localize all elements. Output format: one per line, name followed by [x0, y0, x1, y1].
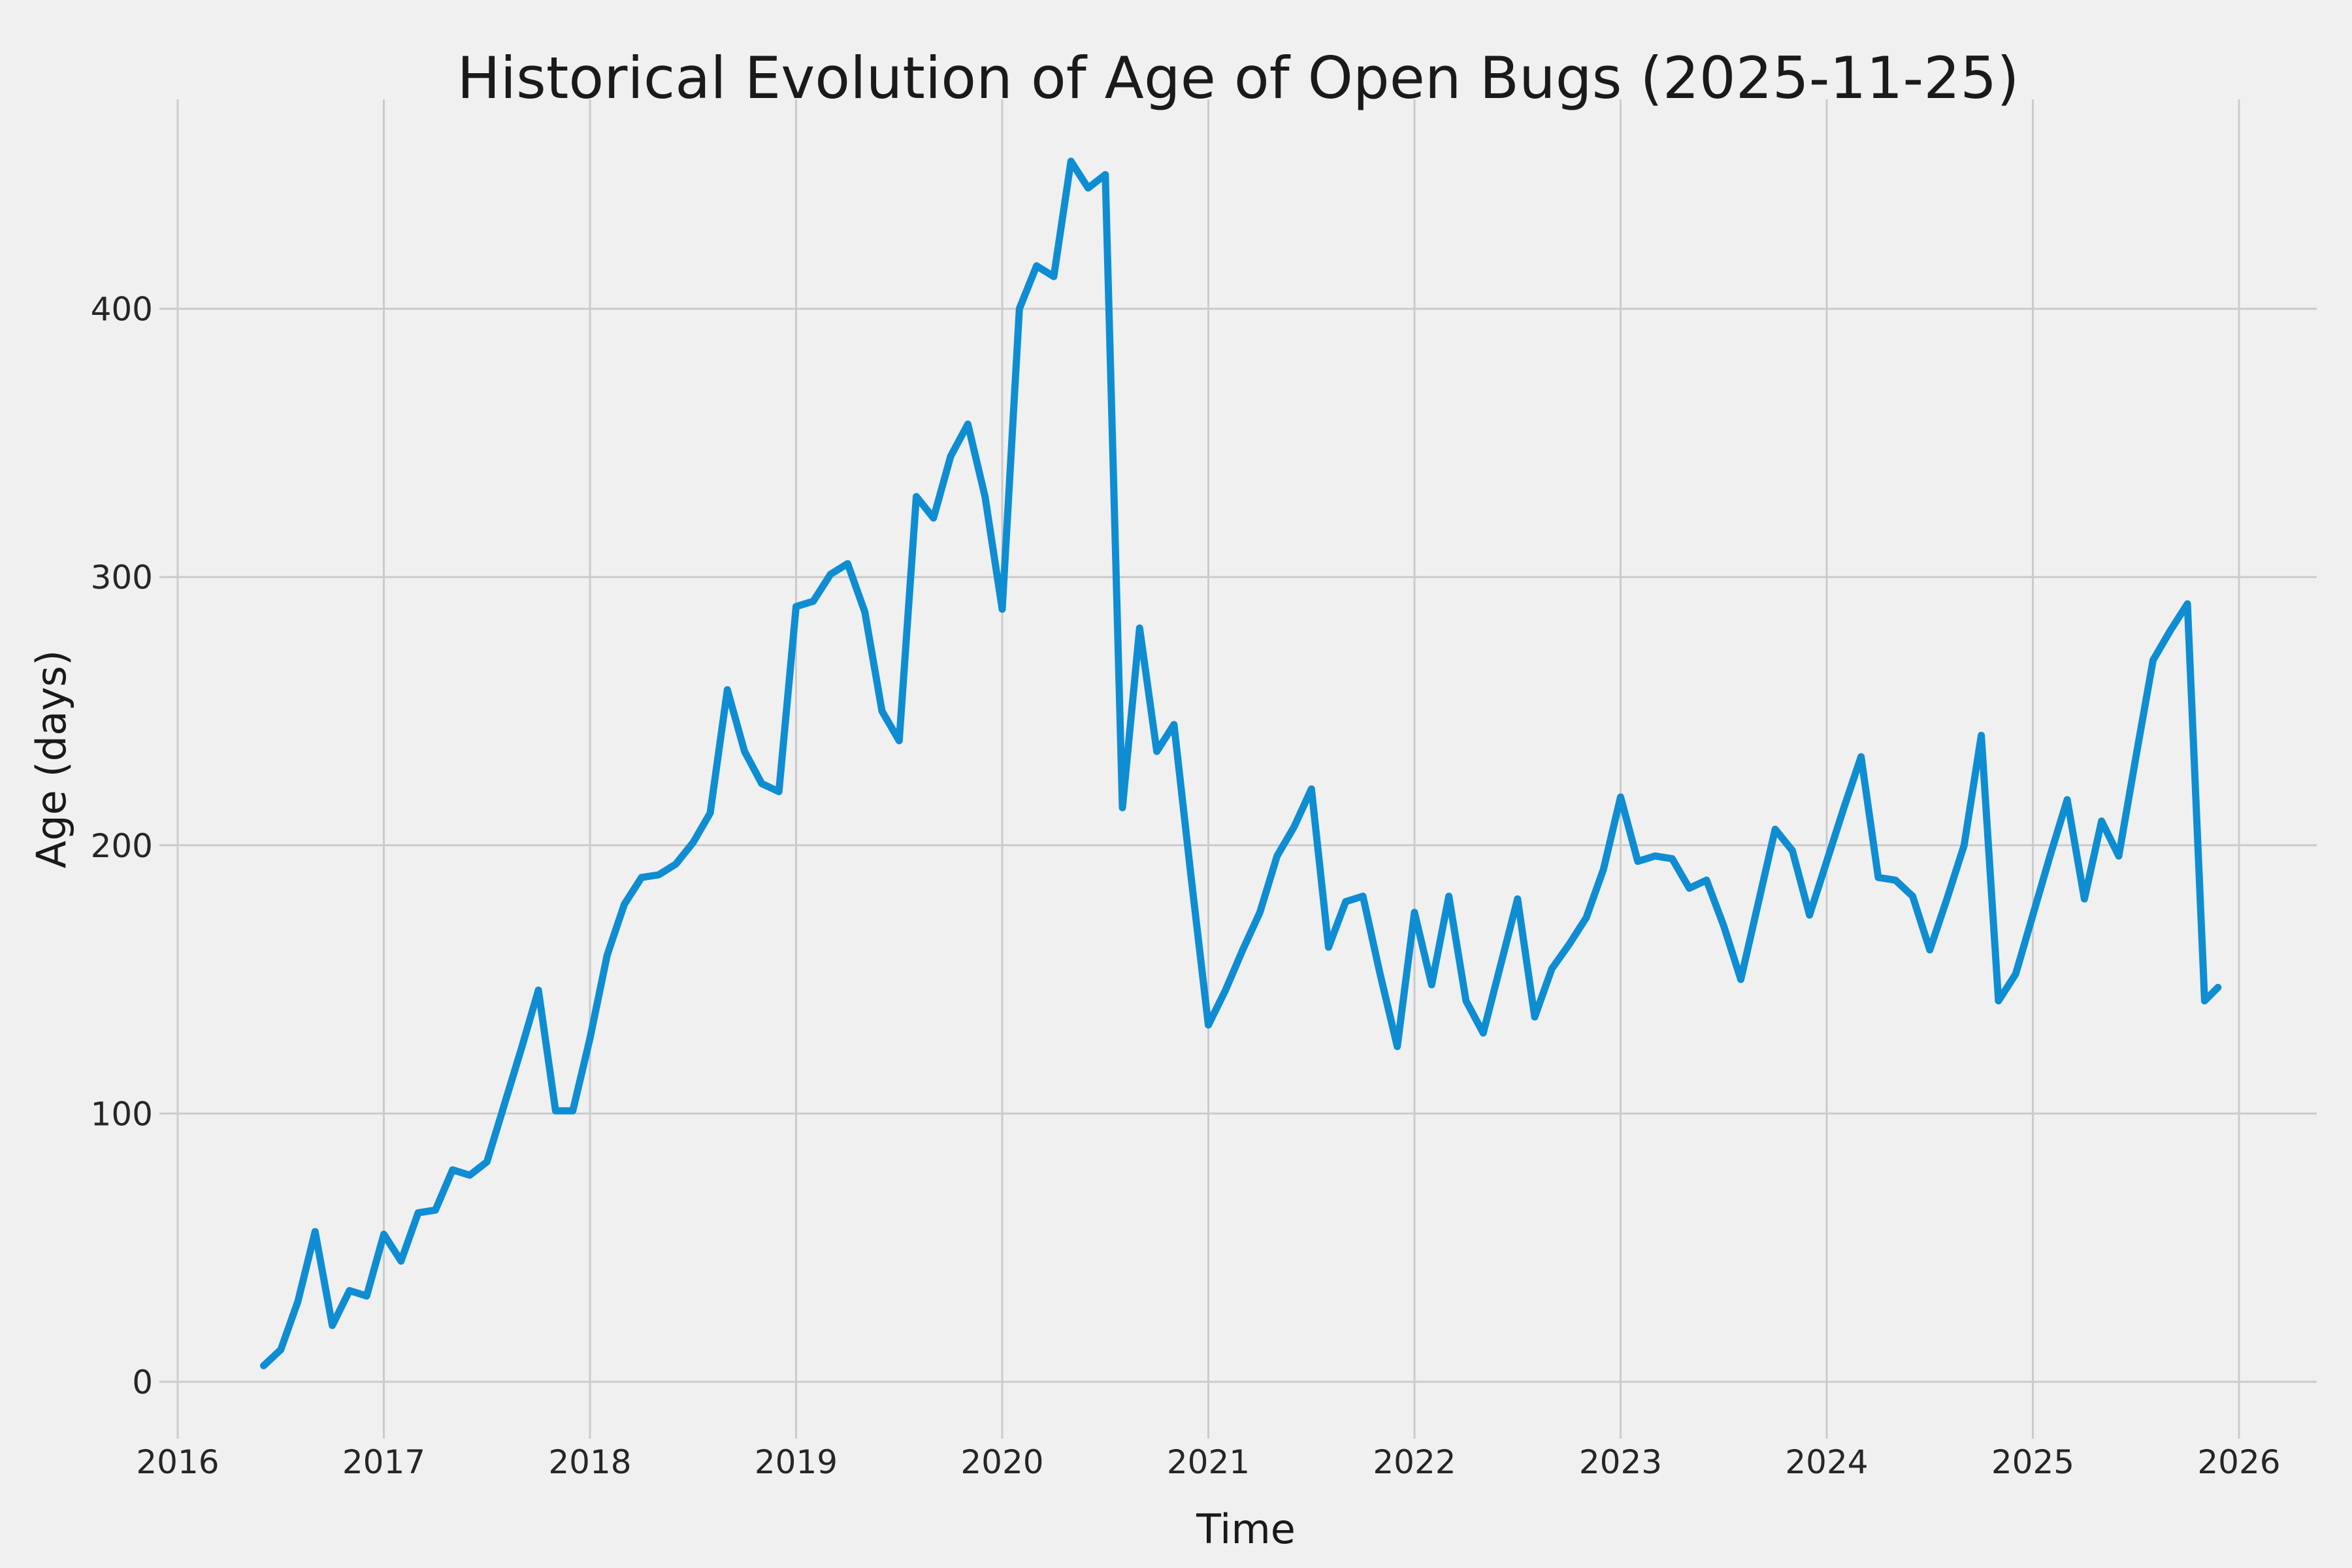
- x-tick-label: 2020: [960, 1443, 1043, 1481]
- x-tick-label: 2016: [136, 1443, 219, 1481]
- x-tick-label: 2022: [1373, 1443, 1456, 1481]
- x-tick-labels: 2016 2017 2018 2019 2020 2021 2022 2023 2024 2025…: [136, 1443, 2280, 1481]
- y-tick-labels: 0 100 200 300 400: [91, 291, 153, 1401]
- x-tick-label: 2018: [548, 1443, 631, 1481]
- chart-title: Historical Evolution of Age of Open Bugs…: [457, 44, 2019, 112]
- x-tick-label: 2017: [342, 1443, 425, 1481]
- y-tick-label: 0: [132, 1364, 153, 1401]
- y-tick-label: 300: [91, 559, 153, 596]
- bug-age-series-line: [260, 157, 2222, 1369]
- y-tick-label: 100: [91, 1095, 153, 1133]
- y-tick-label: 400: [91, 291, 153, 329]
- x-tick-label: 2023: [1579, 1443, 1662, 1481]
- tick-marks: [159, 308, 2240, 1439]
- x-tick-label: 2025: [1991, 1443, 2074, 1481]
- x-tick-label: 2026: [2197, 1443, 2280, 1481]
- gridlines: [171, 99, 2317, 1419]
- y-tick-label: 200: [91, 827, 153, 865]
- x-tick-label: 2019: [755, 1443, 838, 1481]
- x-tick-label: 2024: [1785, 1443, 1868, 1481]
- x-tick-label: 2021: [1167, 1443, 1250, 1481]
- y-axis-label: Age (days): [27, 650, 75, 868]
- x-axis-label: Time: [1196, 1505, 1296, 1553]
